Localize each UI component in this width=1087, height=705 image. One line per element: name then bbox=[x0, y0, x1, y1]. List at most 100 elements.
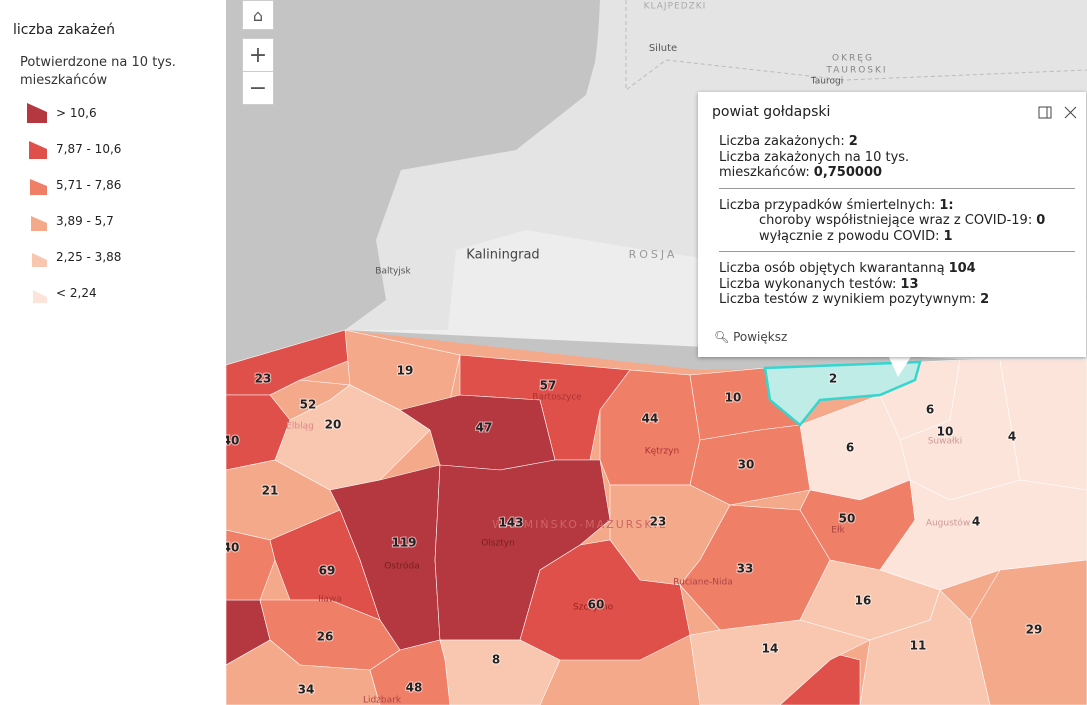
legend-swatch bbox=[31, 216, 47, 231]
region-count: 20 bbox=[325, 418, 342, 432]
swatch-shape bbox=[31, 216, 47, 231]
region-count: 40 bbox=[226, 434, 239, 448]
swatch-shape bbox=[30, 179, 47, 195]
field-value: 104 bbox=[948, 261, 976, 276]
popup-section: Liczba osób objętych kwarantanną 104 Liczb… bbox=[719, 261, 1075, 315]
region-count: 14 bbox=[762, 642, 779, 656]
region-count: 57 bbox=[540, 379, 557, 393]
legend-title: liczba zakażeń bbox=[13, 22, 115, 38]
popup-actions[interactable] bbox=[1038, 106, 1078, 120]
zoom-in-button[interactable]: + bbox=[242, 38, 274, 72]
legend-label: 5,71 - 7,86 bbox=[56, 178, 122, 192]
field-label: Liczba zakażonych: bbox=[719, 134, 845, 149]
region-count: 10 bbox=[725, 391, 742, 405]
subtitle-line: Potwierdzone na 10 tys. bbox=[20, 55, 176, 70]
popup-row: Liczba zakażonych na 10 tys. mieszkańców… bbox=[719, 150, 1075, 181]
region-count: 50 bbox=[839, 512, 856, 526]
legend-swatch bbox=[33, 290, 47, 303]
place-label: Szczytno bbox=[573, 603, 614, 613]
field-label: Liczba zakażonych na 10 tys. mieszkańców… bbox=[719, 149, 910, 181]
field-label: Liczba osób objętych kwarantanną bbox=[719, 261, 945, 276]
legend-item: 7,87 - 10,6 bbox=[26, 137, 121, 161]
place-label: OKRĘG bbox=[832, 54, 874, 64]
field-label: Liczba wykonanych testów: bbox=[719, 276, 897, 292]
zoom-out-button[interactable]: − bbox=[242, 71, 274, 105]
region bbox=[226, 394, 291, 471]
popup: powiat gołdapski Liczba zakażonych: 2 Licz… bbox=[698, 92, 1086, 357]
region bbox=[999, 359, 1087, 491]
popup-row: Liczba osób objętych kwarantanną 104 bbox=[719, 261, 1075, 277]
region-selected bbox=[763, 360, 922, 427]
legend-swatch bbox=[27, 103, 47, 123]
region-count: 4 bbox=[972, 515, 980, 529]
popup-row: Liczba wykonanych testów: 13 bbox=[719, 277, 1075, 293]
region-count: 10 bbox=[937, 425, 954, 439]
legend-item: < 2,24 bbox=[26, 281, 97, 305]
region-count: 44 bbox=[642, 412, 659, 426]
region-count: 69 bbox=[319, 564, 336, 578]
region-count: 23 bbox=[255, 372, 272, 386]
popup-section: Liczba przypadków śmiertelnych: 1: choroby… bbox=[719, 198, 1075, 252]
field-value: 2 bbox=[980, 292, 990, 307]
popup-body: Liczba zakażonych: 2 Liczba zakażonych na … bbox=[719, 134, 1075, 324]
place-label: Ostróda bbox=[384, 561, 420, 572]
spit bbox=[556, 0, 610, 192]
legend-label: 7,87 - 10,6 bbox=[56, 142, 122, 156]
legend-item: 5,71 - 7,86 bbox=[26, 173, 121, 197]
legend-swatch bbox=[30, 179, 47, 195]
popup-pointer bbox=[888, 355, 912, 377]
region-count: 21 bbox=[262, 484, 279, 498]
legend-label: < 2,24 bbox=[56, 286, 97, 300]
region bbox=[519, 539, 691, 661]
region bbox=[226, 529, 276, 601]
border bbox=[625, 0, 1087, 91]
regions bbox=[226, 329, 1087, 705]
legend-item: 3,89 - 5,7 bbox=[26, 209, 114, 233]
home-button[interactable]: ⌂ bbox=[242, 0, 274, 30]
popup-row: Liczba przypadków śmiertelnych: 1: bbox=[719, 198, 1075, 214]
field-label: Liczba testów z wynikiem pozytywnym: bbox=[719, 292, 977, 307]
place-label: ROSJA bbox=[629, 248, 678, 261]
popup-row: Liczba testów z wynikiem pozytywnym: 2 bbox=[719, 292, 1075, 308]
popup-row: wyłącznie z powodu COVID: 1 bbox=[719, 229, 1075, 245]
region-count: 52 bbox=[300, 398, 317, 412]
zoom-link[interactable]: 🔍︎ Powiększ bbox=[714, 330, 788, 344]
field-label: Liczba przypadków śmiertelnych: bbox=[719, 197, 936, 213]
region-count: 19 bbox=[397, 364, 414, 378]
legend-label: > 10,6 bbox=[56, 106, 97, 120]
place-label: Elbląg bbox=[286, 422, 314, 432]
legend-label: 2,25 - 3,88 bbox=[56, 250, 122, 264]
place-label: Lidzbark bbox=[363, 696, 402, 705]
place-label: Iława bbox=[318, 595, 342, 605]
region-count: 34 bbox=[298, 683, 315, 697]
place-label: KLAJPEDZKI bbox=[644, 2, 707, 12]
place-label: Augustów bbox=[926, 518, 970, 529]
field-value: 2 bbox=[848, 134, 858, 149]
popup-row: choroby współistniejące wraz z COVID-19:… bbox=[719, 213, 1075, 229]
field-value: 13 bbox=[900, 276, 919, 292]
region bbox=[969, 559, 1087, 705]
place-label: Ełk bbox=[831, 526, 845, 536]
field-value: 1 bbox=[943, 228, 953, 244]
region-count: 11 bbox=[910, 639, 927, 653]
place-label: Bartoszyce bbox=[532, 393, 582, 403]
legend-label: 3,89 - 5,7 bbox=[56, 214, 114, 228]
field-value: 0 bbox=[1036, 213, 1046, 228]
region-count: 29 bbox=[1026, 623, 1043, 637]
region-count: 30 bbox=[738, 458, 755, 472]
field-value: 1: bbox=[939, 197, 954, 213]
legend-item: > 10,6 bbox=[26, 101, 97, 125]
region-count: 143 bbox=[498, 516, 523, 530]
place-label: Suwałki bbox=[928, 437, 963, 447]
region-count: 8 bbox=[492, 653, 500, 667]
field-label: wyłącznie z powodu COVID: bbox=[759, 228, 940, 244]
region bbox=[369, 639, 451, 705]
field-value: 0,750000 bbox=[813, 165, 883, 180]
region-count: 47 bbox=[476, 421, 493, 435]
legend-subtitle: Potwierdzone na 10 tys. mieszkańców bbox=[20, 54, 176, 90]
region bbox=[859, 589, 991, 705]
region-count: 6 bbox=[926, 403, 934, 417]
legend-item: 2,25 - 3,88 bbox=[26, 245, 121, 269]
region-count: 16 bbox=[855, 594, 872, 608]
